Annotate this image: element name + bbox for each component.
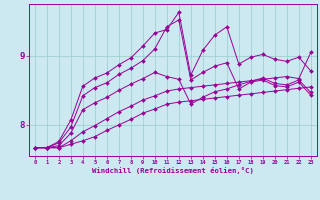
X-axis label: Windchill (Refroidissement éolien,°C): Windchill (Refroidissement éolien,°C): [92, 167, 254, 174]
